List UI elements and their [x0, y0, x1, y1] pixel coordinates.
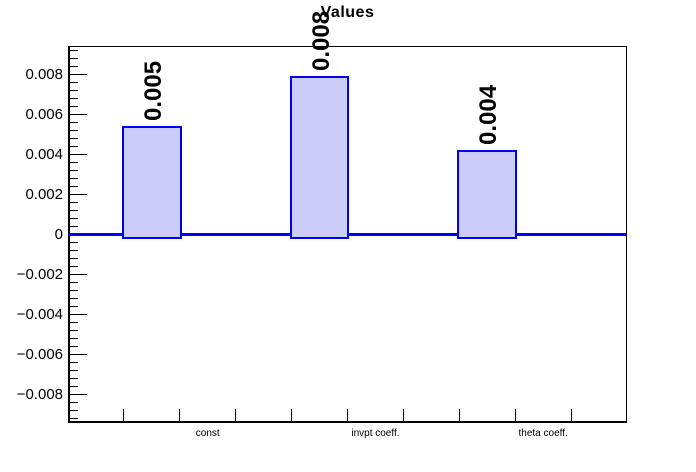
y-axis-minor-tick — [68, 330, 78, 332]
y-axis-minor-tick — [68, 145, 78, 147]
y-axis-minor-tick — [68, 89, 78, 91]
y-axis-minor-tick — [68, 378, 78, 380]
y-axis-minor-tick — [68, 306, 78, 308]
x-axis-tick — [458, 409, 460, 422]
y-axis-label: 0.006 — [25, 105, 63, 123]
x-axis-label: theta coeff. — [518, 428, 568, 439]
y-axis-label: 0.002 — [25, 185, 63, 203]
bar-value-label: 0.008 — [307, 11, 335, 72]
y-axis-label: −0.008 — [16, 386, 63, 404]
y-axis-minor-tick — [68, 169, 78, 171]
y-axis-tick — [68, 113, 87, 115]
bar — [289, 76, 350, 240]
y-axis-tick — [68, 274, 87, 276]
x-axis-tick — [179, 409, 181, 422]
y-axis-tick — [68, 73, 87, 75]
y-axis-minor-tick — [68, 49, 78, 51]
y-axis-minor-tick — [68, 410, 78, 412]
y-axis-minor-tick — [68, 298, 78, 300]
y-axis-minor-tick — [68, 250, 78, 252]
y-axis-minor-tick — [68, 258, 78, 260]
x-axis-tick — [402, 409, 404, 422]
y-axis-minor-tick — [68, 185, 78, 187]
y-axis-minor-tick — [68, 65, 78, 67]
y-axis-minor-tick — [68, 266, 78, 268]
y-axis-label: 0.008 — [25, 65, 63, 83]
bar — [457, 150, 518, 240]
y-axis-tick — [68, 153, 87, 155]
y-axis-minor-tick — [68, 129, 78, 131]
x-axis-label: invpt coeff. — [351, 428, 400, 439]
x-axis-label: const — [195, 428, 220, 439]
y-axis-minor-tick — [68, 217, 78, 219]
y-axis-minor-tick — [68, 209, 78, 211]
y-axis-minor-tick — [68, 81, 78, 83]
bar-value-label: 0.005 — [139, 61, 167, 122]
y-axis-minor-tick — [68, 105, 78, 107]
y-axis-minor-tick — [68, 418, 78, 420]
y-axis-label: −0.006 — [16, 346, 63, 364]
x-axis-tick — [570, 409, 572, 422]
y-axis-minor-tick — [68, 137, 78, 139]
x-axis-tick — [235, 409, 237, 422]
y-axis-minor-tick — [68, 386, 78, 388]
x-axis-tick — [123, 409, 125, 422]
y-axis-minor-tick — [68, 290, 78, 292]
y-axis-minor-tick — [68, 161, 78, 163]
x-axis-tick — [347, 409, 348, 422]
y-axis-minor-tick — [68, 201, 78, 203]
y-axis-minor-tick — [68, 362, 78, 364]
y-axis-minor-tick — [68, 57, 78, 59]
y-axis-minor-tick — [68, 242, 78, 244]
y-axis-tick — [68, 394, 87, 396]
y-axis-minor-tick — [68, 121, 78, 123]
x-axis-tick — [514, 409, 516, 422]
x-axis-tick — [291, 409, 293, 422]
y-axis-minor-tick — [68, 346, 78, 348]
y-axis-minor-tick — [68, 97, 78, 99]
y-axis-minor-tick — [68, 402, 78, 404]
y-axis-minor-tick — [68, 282, 78, 284]
y-axis-tick — [68, 193, 87, 195]
chart-title: Values — [320, 4, 375, 21]
y-axis-minor-tick — [68, 322, 78, 324]
y-axis-minor-tick — [68, 225, 78, 227]
y-axis-label: 0 — [54, 226, 63, 243]
y-axis-label: −0.002 — [16, 266, 63, 284]
bar-value-label: 0.004 — [475, 85, 503, 146]
y-axis-minor-tick — [68, 338, 78, 340]
y-axis-tick — [68, 354, 87, 356]
y-axis-label: 0.004 — [25, 145, 63, 163]
y-axis-tick — [68, 314, 87, 316]
y-axis-minor-tick — [68, 370, 78, 372]
bar — [121, 126, 182, 240]
y-axis-label: −0.004 — [16, 306, 63, 324]
y-axis-minor-tick — [68, 177, 78, 179]
